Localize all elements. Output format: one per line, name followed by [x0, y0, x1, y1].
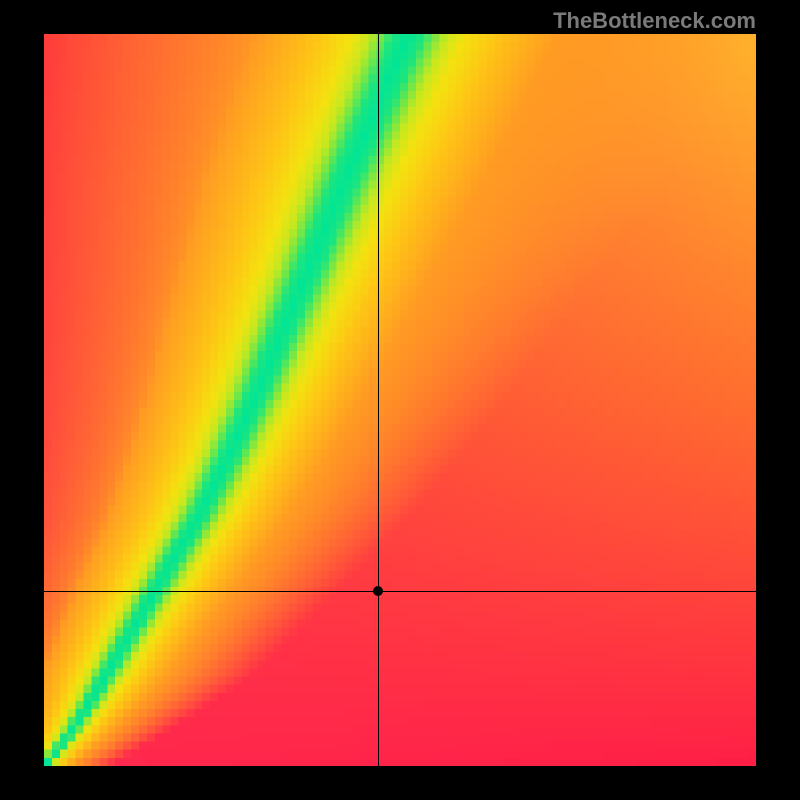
bottleneck-heatmap — [44, 34, 756, 766]
crosshair-vertical — [378, 34, 379, 766]
crosshair-horizontal — [44, 591, 756, 592]
watermark-text: TheBottleneck.com — [553, 8, 756, 34]
selection-marker — [373, 586, 383, 596]
chart-container: TheBottleneck.com — [0, 0, 800, 800]
